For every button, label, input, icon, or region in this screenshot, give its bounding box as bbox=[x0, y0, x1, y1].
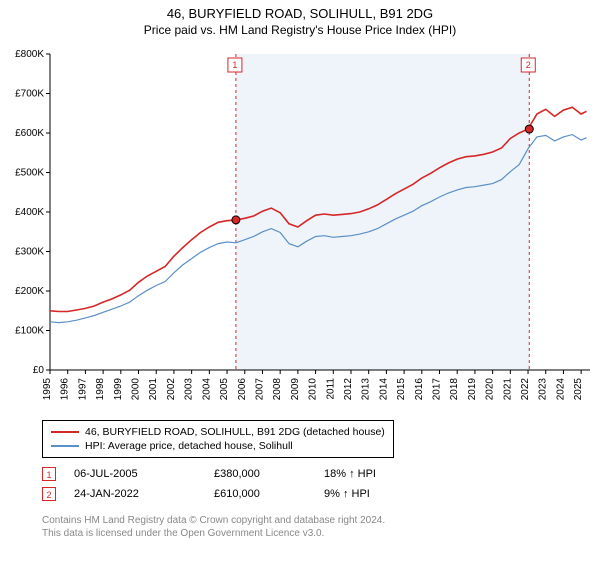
legend: 46, BURYFIELD ROAD, SOLIHULL, B91 2DG (d… bbox=[42, 420, 394, 458]
svg-text:2018: 2018 bbox=[449, 378, 460, 401]
svg-text:2005: 2005 bbox=[219, 378, 230, 401]
svg-text:1: 1 bbox=[232, 60, 237, 70]
line-chart: £0 £100K £200K £300K £400K £500K £600K £700K £80… bbox=[0, 46, 600, 416]
svg-text:2012: 2012 bbox=[343, 378, 354, 401]
legend-swatch bbox=[51, 431, 79, 433]
svg-text:2024: 2024 bbox=[555, 378, 566, 401]
chart-area: £0 £100K £200K £300K £400K £500K £600K £700K £80… bbox=[0, 46, 600, 416]
svg-text:2023: 2023 bbox=[538, 378, 549, 401]
page-title: 46, BURYFIELD ROAD, SOLIHULL, B91 2DG bbox=[0, 6, 600, 21]
svg-text:£700K: £700K bbox=[15, 89, 44, 100]
svg-text:2002: 2002 bbox=[166, 378, 177, 401]
svg-text:2001: 2001 bbox=[148, 378, 159, 401]
sale-date: 06-JUL-2005 bbox=[74, 464, 214, 484]
svg-text:£500K: £500K bbox=[15, 168, 44, 179]
svg-text:2021: 2021 bbox=[502, 378, 513, 401]
svg-text:1998: 1998 bbox=[95, 378, 106, 401]
svg-text:£400K: £400K bbox=[15, 207, 44, 218]
svg-text:£600K: £600K bbox=[15, 128, 44, 139]
svg-text:2014: 2014 bbox=[378, 378, 389, 401]
svg-text:2008: 2008 bbox=[272, 378, 283, 401]
svg-text:2017: 2017 bbox=[432, 378, 443, 401]
sale-marker: 2 bbox=[42, 487, 56, 501]
svg-text:2003: 2003 bbox=[184, 378, 195, 401]
svg-text:2022: 2022 bbox=[520, 378, 531, 401]
sale-date: 24-JAN-2022 bbox=[74, 484, 214, 504]
sale-delta: 18% ↑ HPI bbox=[324, 464, 434, 484]
svg-text:2011: 2011 bbox=[325, 378, 336, 400]
legend-label: HPI: Average price, detached house, Soli… bbox=[85, 440, 293, 452]
svg-text:2020: 2020 bbox=[485, 378, 496, 401]
svg-text:2007: 2007 bbox=[254, 378, 265, 401]
legend-swatch bbox=[51, 445, 79, 447]
svg-text:2013: 2013 bbox=[361, 378, 372, 401]
svg-text:2009: 2009 bbox=[290, 378, 301, 401]
svg-text:£100K: £100K bbox=[15, 326, 44, 337]
svg-text:2006: 2006 bbox=[237, 378, 248, 401]
footer-line-2: This data is licensed under the Open Gov… bbox=[42, 527, 385, 540]
svg-text:1996: 1996 bbox=[60, 378, 71, 401]
svg-text:2010: 2010 bbox=[308, 378, 319, 401]
svg-text:2019: 2019 bbox=[467, 378, 478, 401]
page-subtitle: Price paid vs. HM Land Registry's House … bbox=[0, 23, 600, 37]
sale-row: 2 24-JAN-2022£610,0009% ↑ HPI bbox=[42, 484, 434, 504]
svg-text:2004: 2004 bbox=[201, 378, 212, 401]
svg-text:2015: 2015 bbox=[396, 378, 407, 401]
sale-row: 1 06-JUL-2005£380,00018% ↑ HPI bbox=[42, 464, 434, 484]
sale-marker: 1 bbox=[42, 467, 56, 481]
sale-price: £380,000 bbox=[214, 464, 324, 484]
sale-price: £610,000 bbox=[214, 484, 324, 504]
svg-text:1997: 1997 bbox=[77, 378, 88, 401]
svg-text:1995: 1995 bbox=[42, 378, 53, 401]
sales-table: 1 06-JUL-2005£380,00018% ↑ HPI 2 24-JAN-202… bbox=[42, 464, 434, 504]
attribution-footer: Contains HM Land Registry data © Crown c… bbox=[42, 514, 385, 540]
svg-text:2016: 2016 bbox=[414, 378, 425, 401]
svg-text:£800K: £800K bbox=[15, 49, 44, 60]
footer-line-1: Contains HM Land Registry data © Crown c… bbox=[42, 514, 385, 527]
svg-text:£0: £0 bbox=[33, 365, 45, 376]
legend-label: 46, BURYFIELD ROAD, SOLIHULL, B91 2DG (d… bbox=[85, 426, 385, 438]
legend-item: 46, BURYFIELD ROAD, SOLIHULL, B91 2DG (d… bbox=[51, 425, 385, 439]
svg-text:£300K: £300K bbox=[15, 247, 44, 258]
svg-text:1999: 1999 bbox=[113, 378, 124, 401]
svg-text:2000: 2000 bbox=[131, 378, 142, 401]
svg-text:£200K: £200K bbox=[15, 286, 44, 297]
svg-text:2025: 2025 bbox=[573, 378, 584, 401]
sale-delta: 9% ↑ HPI bbox=[324, 484, 434, 504]
legend-item: HPI: Average price, detached house, Soli… bbox=[51, 439, 385, 453]
svg-text:2: 2 bbox=[526, 60, 531, 70]
